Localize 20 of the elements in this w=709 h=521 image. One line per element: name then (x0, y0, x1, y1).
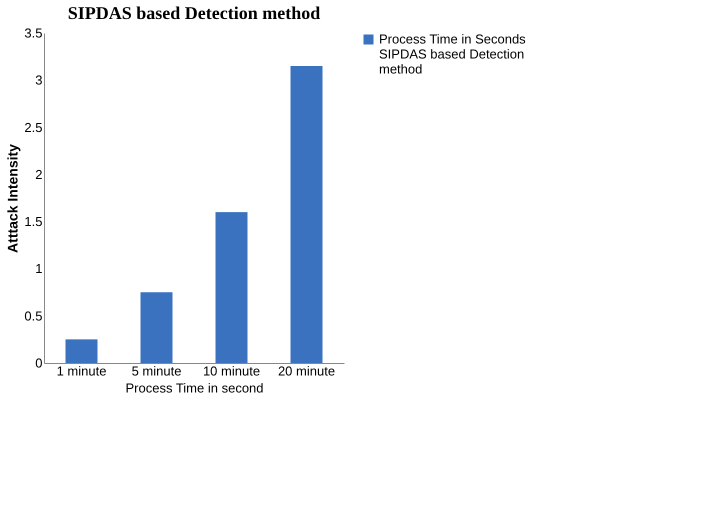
bar (66, 339, 98, 363)
y-tick-label: 0 (35, 356, 42, 370)
y-tick-label: 1 (35, 261, 42, 276)
x-tick-label: 10 minute (202, 364, 260, 378)
x-axis-title: Process Time in second (125, 380, 264, 396)
y-tick-label: 0.5 (24, 308, 42, 324)
bar (290, 66, 322, 363)
y-tick-label: 1.5 (24, 214, 42, 230)
x-tick-label: 5 minute (132, 364, 182, 378)
y-axis-title: Atttack Intensity (4, 144, 20, 253)
bar (140, 292, 172, 363)
chart-title: SIPDAS based Detection method (68, 3, 320, 23)
y-tick-label: 2 (35, 166, 42, 182)
bar (216, 212, 248, 363)
y-tick-label: 2.5 (24, 120, 42, 135)
legend-label: Process Time in Seconds SIPDAS based Detection method (379, 32, 526, 76)
y-tick-label: 3 (35, 72, 42, 88)
x-tick-label: 20 minute (278, 364, 336, 378)
y-tick-label: 3.5 (24, 26, 42, 40)
x-tick-label: 1 minute (56, 364, 106, 378)
